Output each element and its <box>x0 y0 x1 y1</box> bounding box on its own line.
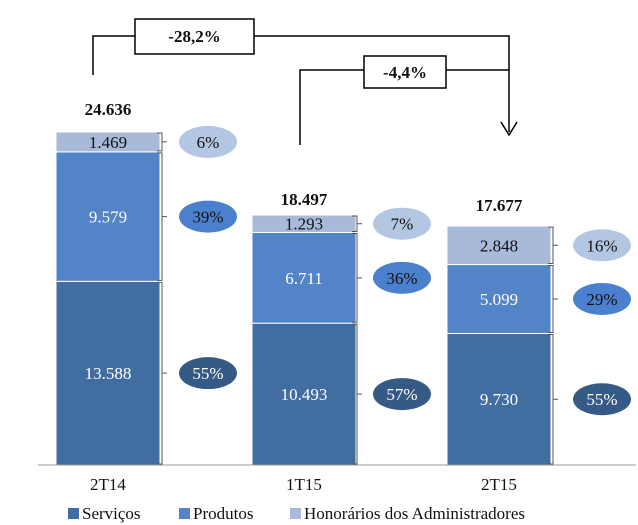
value-label-servicos-1t15: 10.493 <box>281 385 328 404</box>
total-label-1t15: 18.497 <box>281 190 328 209</box>
bracket-produtos-1t15 <box>352 232 362 323</box>
bracket-servicos-2t14 <box>157 281 167 465</box>
bracket-servicos-1t15 <box>352 323 362 465</box>
bar-servicos-2t14 <box>55 280 161 466</box>
change-arrow-1t15-2t15: -4,4% <box>299 55 509 145</box>
value-label-servicos-2t14: 13.588 <box>85 364 132 383</box>
share-label-servicos-1t15: 57% <box>386 385 417 404</box>
share-badge-produtos-2t15 <box>573 283 631 316</box>
share-badge-servicos-2t14 <box>179 357 237 390</box>
legend: Serviços Produtos Honorários dos Adminis… <box>68 504 525 523</box>
share-label-produtos-1t15: 36% <box>386 269 417 288</box>
bracket-servicos-2t15 <box>548 333 558 465</box>
value-label-produtos-2t14: 9.579 <box>89 208 127 227</box>
share-badge-honorarios-2t15 <box>573 229 631 262</box>
value-label-produtos-1t15: 6.711 <box>285 269 323 288</box>
share-badge-produtos-1t15 <box>373 261 431 294</box>
legend-label-honorarios: Honorários dos Administradores <box>304 504 525 523</box>
value-label-honorarios-2t15: 2.848 <box>480 236 518 255</box>
bar-honorarios-1t15 <box>251 214 357 233</box>
bracket-honorarios-2t15 <box>548 226 558 265</box>
share-badges-layer: 55% 39% 6% 57% 36% 7% 55% 29% 16% <box>179 125 631 416</box>
legend-label-produtos: Produtos <box>193 504 253 523</box>
share-badge-honorarios-1t15 <box>373 207 431 240</box>
share-label-honorarios-1t15: 7% <box>391 215 414 234</box>
change-connector-2t14-2t15 <box>92 35 135 75</box>
change-label-1t15-2t15: -4,4% <box>383 63 427 82</box>
bar-servicos-2t15 <box>446 332 552 466</box>
bracket-honorarios-1t15 <box>352 215 362 232</box>
brackets-layer <box>157 132 558 465</box>
share-label-servicos-2t14: 55% <box>192 364 223 383</box>
bar-honorarios-2t14 <box>55 131 161 153</box>
share-badge-produtos-2t14 <box>179 200 237 233</box>
share-badge-servicos-1t15 <box>373 378 431 411</box>
category-label-2t15: 2T15 <box>481 475 517 494</box>
bar-produtos-2t14 <box>55 151 161 282</box>
value-label-servicos-2t15: 9.730 <box>480 390 518 409</box>
change-box-2t14-2t15 <box>134 18 255 55</box>
category-label-1t15: 1T15 <box>286 475 322 494</box>
total-label-2t14: 24.636 <box>85 100 132 119</box>
legend-label-servicos: Serviços <box>82 504 141 523</box>
change-connector-2t14-2t15-right <box>254 35 510 132</box>
bracket-produtos-2t15 <box>548 265 558 333</box>
legend-swatch-honorarios <box>290 508 301 519</box>
arrow-head-icon <box>500 121 518 137</box>
bar-servicos-1t15 <box>251 322 357 466</box>
segment-labels-layer: 13.588 9.579 1.469 10.493 6.711 1.293 9.730 5.0… <box>85 133 519 409</box>
category-labels: 2T14 1T15 2T15 <box>90 475 517 494</box>
category-label-2t14: 2T14 <box>90 475 126 494</box>
value-label-produtos-2t15: 5.099 <box>480 290 518 309</box>
change-connector-1t15-2t15 <box>299 69 364 145</box>
legend-swatch-servicos <box>68 508 79 519</box>
legend-swatch-produtos <box>179 508 190 519</box>
total-labels: 24.636 18.497 17.677 <box>85 100 523 215</box>
share-label-produtos-2t14: 39% <box>192 208 223 227</box>
share-label-honorarios-2t15: 16% <box>586 236 617 255</box>
bracket-honorarios-2t14 <box>157 132 167 152</box>
change-label-2t14-2t15: -28,2% <box>168 27 220 46</box>
share-label-produtos-2t15: 29% <box>586 290 617 309</box>
value-label-honorarios-1t15: 1.293 <box>285 215 323 234</box>
bracket-produtos-2t14 <box>157 152 167 281</box>
share-badge-servicos-2t15 <box>573 383 631 416</box>
share-label-honorarios-2t14: 6% <box>197 133 220 152</box>
bar-honorarios-2t15 <box>446 225 552 266</box>
total-label-2t15: 17.677 <box>476 196 523 215</box>
share-badge-honorarios-2t14 <box>179 125 237 158</box>
share-label-servicos-2t15: 55% <box>586 390 617 409</box>
bar-produtos-2t15 <box>446 264 552 334</box>
value-label-honorarios-2t14: 1.469 <box>89 133 127 152</box>
change-box-1t15-2t15 <box>363 55 447 89</box>
bars-layer <box>55 131 552 466</box>
change-arrow-2t14-2t15: -28,2% <box>92 18 518 137</box>
bar-produtos-1t15 <box>251 231 357 324</box>
